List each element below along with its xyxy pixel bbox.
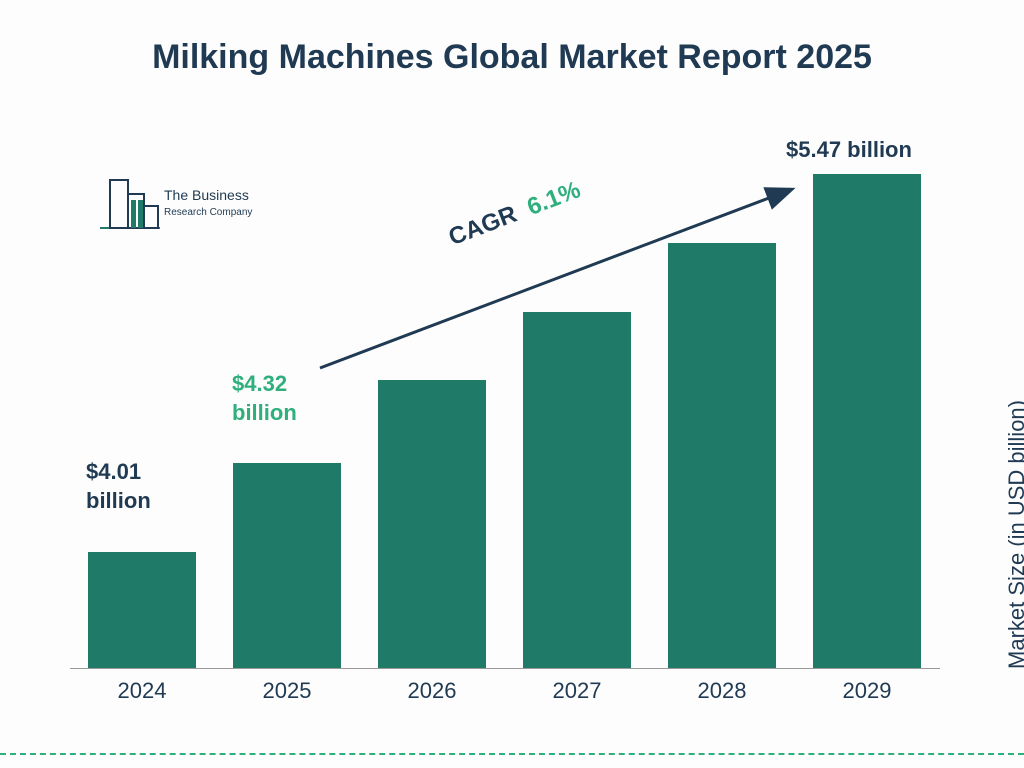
bar-2028	[668, 243, 776, 668]
value-label-2025: $4.32billion	[232, 370, 297, 427]
value-label-2024: $4.01billion	[86, 458, 151, 515]
x-label-2027: 2027	[523, 678, 631, 704]
bar-2029	[813, 174, 921, 668]
cagr-label: CAGR 6.1%	[445, 176, 585, 252]
bar-2027	[523, 312, 631, 668]
x-label-2028: 2028	[668, 678, 776, 704]
x-label-2026: 2026	[378, 678, 486, 704]
chart-title: Milking Machines Global Market Report 20…	[0, 38, 1024, 77]
logo-text-line2: Research Company	[164, 207, 252, 218]
logo-text-line1: The Business	[164, 187, 249, 203]
x-label-2025: 2025	[233, 678, 341, 704]
x-axis-line	[70, 668, 940, 669]
y-axis-title: Market Size (in USD billion)	[1004, 400, 1024, 669]
bar-2025	[233, 463, 341, 668]
page-root: Milking Machines Global Market Report 20…	[0, 0, 1024, 768]
value-label-2029: $5.47 billion	[786, 136, 912, 165]
company-logo: The Business Research Company	[100, 160, 280, 250]
x-label-2029: 2029	[813, 678, 921, 704]
x-label-2024: 2024	[88, 678, 196, 704]
bar-2024	[88, 552, 196, 668]
footer-divider	[0, 753, 1024, 755]
bar-2026	[378, 380, 486, 668]
